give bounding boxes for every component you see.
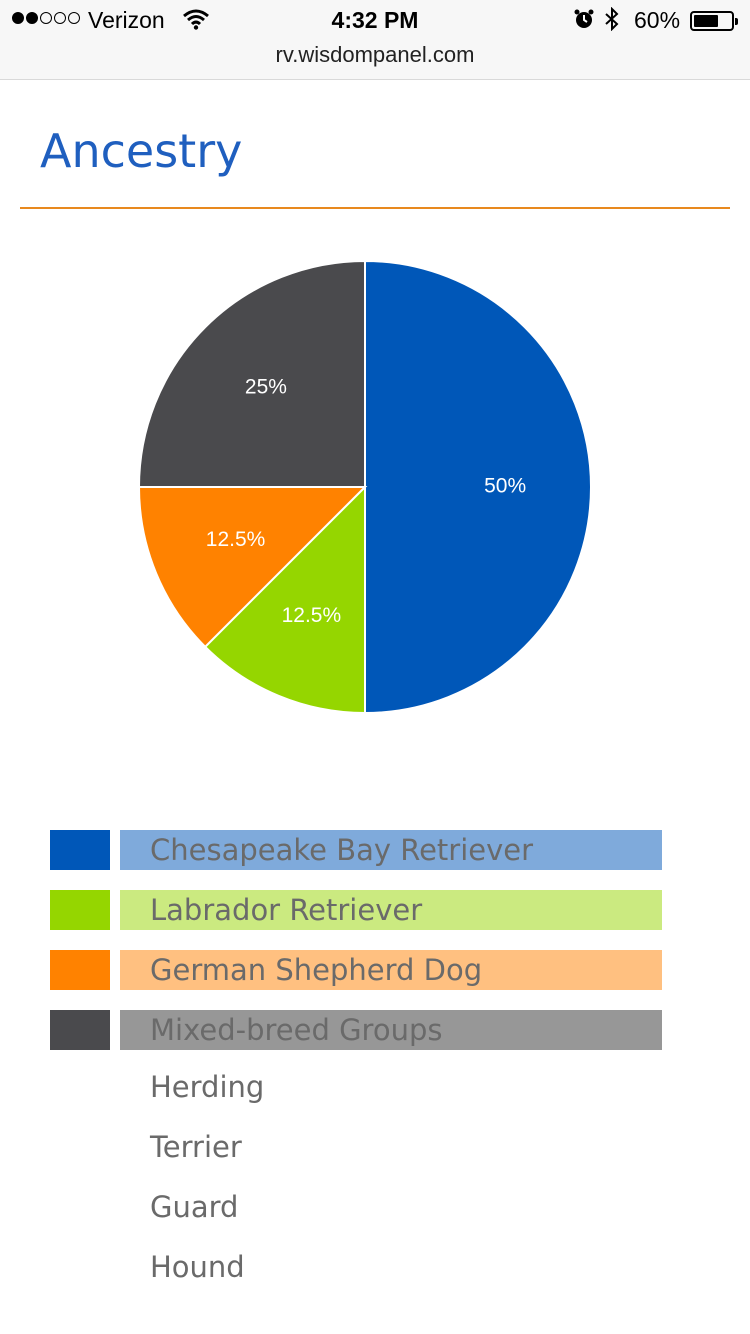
wifi-icon [183, 9, 209, 30]
mixed-breed-group-item: Terrier [150, 1130, 242, 1164]
signal-strength-icon [12, 12, 80, 24]
battery-icon [690, 11, 738, 31]
mixed-breed-group-item: Herding [150, 1070, 265, 1104]
signal-dot [26, 12, 38, 24]
ancestry-pie-chart: 50% 12.5% 12.5% 25% [137, 259, 592, 715]
legend-item[interactable]: Labrador Retriever [50, 890, 670, 930]
title-divider [20, 207, 730, 209]
carrier-name: Verizon [88, 7, 165, 33]
ancestry-legend: Chesapeake Bay Retriever Labrador Retriev… [50, 830, 670, 1070]
bluetooth-icon [605, 7, 619, 31]
slice-percent-label: 12.5% [206, 528, 266, 551]
legend-label: Mixed-breed Groups [150, 1013, 443, 1047]
signal-dot [68, 12, 80, 24]
slice-percent-label: 50% [484, 475, 526, 498]
battery-percent: 60% [634, 7, 681, 33]
legend-label: Chesapeake Bay Retriever [150, 833, 534, 867]
legend-label: Labrador Retriever [150, 893, 423, 927]
slice-percent-label: 25% [245, 375, 287, 398]
clock: 4:32 PM [331, 7, 419, 33]
battery-nub [735, 18, 738, 25]
legend-swatch [50, 890, 110, 930]
legend-swatch [50, 830, 110, 870]
alarm-icon [574, 9, 594, 28]
pie-slice [137, 486, 368, 649]
legend-bar [120, 890, 662, 930]
pie-slice [364, 259, 592, 715]
legend-item[interactable]: Chesapeake Bay Retriever [50, 830, 670, 870]
legend-item[interactable]: Mixed-breed Groups [50, 1010, 670, 1050]
pie-slice [137, 259, 366, 488]
battery-fill [694, 15, 718, 27]
url-bar[interactable]: rv.wisdompanel.com [275, 42, 475, 67]
pie-slice [203, 484, 366, 715]
status-bar: Verizon 4:32 PM 60% rv.wisdompanel.com [0, 0, 750, 80]
slice-percent-label: 12.5% [282, 604, 342, 627]
signal-dot [54, 12, 66, 24]
signal-dot [40, 12, 52, 24]
status-row: Verizon 4:32 PM 60% [0, 6, 750, 36]
page-title: Ancestry [40, 124, 243, 178]
legend-swatch [50, 950, 110, 990]
legend-bar [120, 950, 662, 990]
signal-dot [12, 12, 24, 24]
legend-label: German Shepherd Dog [150, 953, 483, 987]
mixed-breed-group-item: Guard [150, 1190, 239, 1224]
legend-bar [120, 1010, 662, 1050]
legend-item[interactable]: German Shepherd Dog [50, 950, 670, 990]
legend-swatch [50, 1010, 110, 1050]
legend-bar [120, 830, 662, 870]
mixed-breed-group-item: Hound [150, 1250, 245, 1284]
